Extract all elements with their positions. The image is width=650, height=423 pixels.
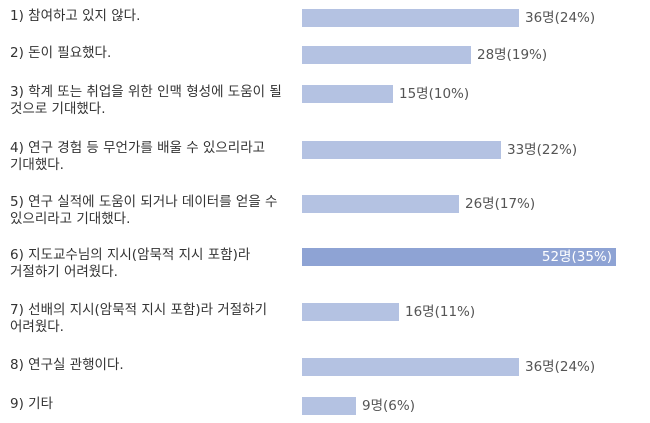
bar-value-label: 52명(35%) — [541, 249, 612, 265]
category-label: 2) 돈이 필요했다. — [10, 45, 112, 61]
bar-value-label: 9명(6%) — [362, 398, 415, 414]
bar — [302, 248, 616, 266]
bar — [302, 358, 519, 376]
bar-value-label: 36명(24%) — [525, 359, 596, 375]
bar-value-label: 26명(17%) — [465, 196, 536, 212]
bar — [302, 303, 399, 321]
category-label: 9) 기타 — [10, 396, 53, 412]
category-label: 6) 지도교수님의 지시(암묵적 지시 포함)라 거절하기 어려웠다. — [10, 247, 251, 280]
bar-value-label: 15명(10%) — [399, 86, 470, 102]
category-label: 1) 참여하고 있지 않다. — [10, 8, 141, 24]
category-label: 7) 선배의 지시(암묵적 지시 포함)라 거절하기 어려웠다. — [10, 302, 267, 335]
bar — [302, 141, 501, 159]
bar — [302, 397, 356, 415]
bar — [302, 85, 393, 103]
bar — [302, 195, 459, 213]
bar — [302, 9, 519, 27]
category-label: 5) 연구 실적에 도움이 되거나 데이터를 얻을 수 있으리라고 기대했다. — [10, 194, 278, 227]
bar — [302, 46, 471, 64]
bar-value-label: 28명(19%) — [477, 47, 548, 63]
bar-value-label: 36명(24%) — [525, 10, 596, 26]
category-label: 8) 연구실 관행이다. — [10, 357, 124, 373]
category-label: 4) 연구 경험 등 무언가를 배울 수 있으리라고 기대했다. — [10, 140, 266, 173]
category-label: 3) 학계 또는 취업을 위한 인맥 형성에 도움이 될 것으로 기대했다. — [10, 84, 282, 117]
bar-value-label: 33명(22%) — [507, 142, 578, 158]
bar-value-label: 16명(11%) — [405, 304, 476, 320]
